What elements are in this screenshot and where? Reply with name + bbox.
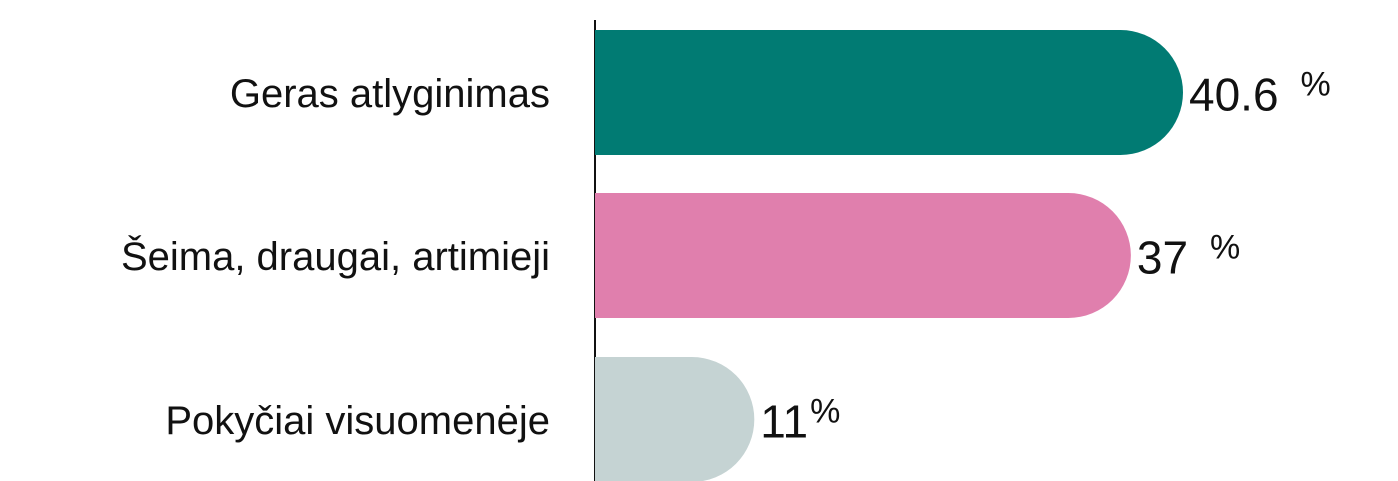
category-label: Geras atlyginimas bbox=[230, 72, 550, 116]
bar bbox=[595, 357, 755, 481]
unit-label: % bbox=[810, 392, 840, 430]
value-label: 37 bbox=[1137, 232, 1188, 284]
bar bbox=[595, 30, 1184, 155]
category-label: Šeima, draugai, artimieji bbox=[121, 234, 550, 279]
value-label: 40.6 bbox=[1189, 69, 1279, 121]
bar bbox=[595, 193, 1131, 318]
unit-label: % bbox=[1301, 65, 1331, 103]
unit-label: % bbox=[1210, 228, 1240, 266]
category-label: Pokyčiai visuomenėje bbox=[165, 399, 550, 443]
value-label: 11 bbox=[760, 396, 808, 448]
